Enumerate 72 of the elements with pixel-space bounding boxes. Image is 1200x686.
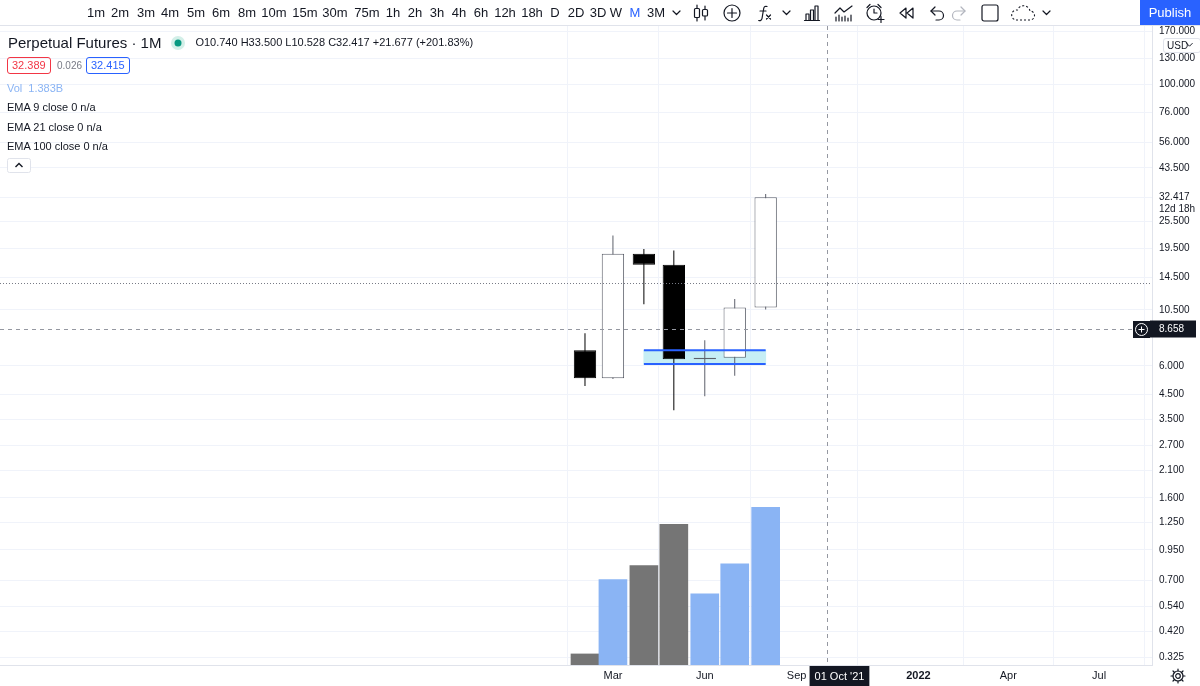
bar [570,653,600,665]
text: 1h [385,5,401,20]
annotation: 32.415 [86,57,130,74]
y-tick-label: 6.000 [1159,359,1185,371]
x-tick-label: Jun [695,668,714,681]
text: 3h [429,5,445,20]
text: USD [1163,38,1200,53]
y-tick-label: 25.500 [1159,214,1191,226]
ref-line-label: 01 Oct '21 [814,669,865,682]
text: 18h [521,5,543,20]
text: 4h [451,5,467,20]
y-tick-label: 0.540 [1159,600,1185,612]
text: M [629,5,641,20]
annotation: O10.740 H33.500 L10.528 C32.417 +21.677 (+201.83%) [195,35,474,50]
annotation: 0.026 [57,59,83,73]
text: 8m [237,5,257,20]
y-tick-label: 130.000 [1159,52,1196,64]
x-tick-label: Jul [1092,668,1107,681]
annotation: EMA 9 close 0 n/a [7,100,96,115]
text: Perpetual Futures · 1M [8,34,162,51]
x-tick-label: Apr [999,668,1018,681]
y-tick-label: 0.700 [1159,574,1185,586]
text: Publish [1140,0,1200,25]
bar [629,565,659,665]
bar [751,507,780,665]
annotation: 32.389 [7,57,51,74]
bar [659,524,689,665]
annotation: EMA 100 close 0 n/a [7,139,108,154]
y-tick-label: 19.500 [1159,241,1191,253]
text: 2h [407,5,423,20]
text: 2D [567,5,585,20]
text: 4m [160,5,180,20]
text: W [609,5,623,20]
y-tick-label: 56.000 [1159,136,1191,148]
text: 10m [261,5,287,20]
text: 2m [110,5,130,20]
ref-line-label: 8.658 [1159,323,1185,335]
y-tick-label: 10.500 [1159,303,1191,315]
text: D [550,5,560,20]
y-tick-label: 2.100 [1159,464,1185,476]
text: 15m [292,5,318,20]
text: 6m [211,5,231,20]
y-tick-label: 4.500 [1159,388,1185,400]
y-tick-label: 1.600 [1159,491,1185,503]
y-tick-label: 0.950 [1159,543,1185,555]
x-tick-label: Mar [603,668,623,681]
text: 1m [86,5,106,20]
text: 3m [136,5,156,20]
y-tick-label: 0.325 [1159,650,1185,662]
text: 3M [646,5,666,20]
x-tick-label: 2022 [906,668,931,681]
legend: Vol 1.383B [7,80,64,96]
y-tick-label: 0.420 [1159,625,1185,637]
annotation: EMA 21 close 0 n/a [7,120,102,135]
y-tick-label: 170.000 [1159,25,1196,37]
y-tick-label: 100.000 [1159,78,1196,90]
y-tick-label: 3.500 [1159,413,1185,425]
text: 30m [322,5,348,20]
y-tick-label: 32.417 [1159,190,1191,202]
text: 12h [494,5,516,20]
y-tick-label: 2.700 [1159,439,1185,451]
text: 75m [354,5,380,20]
y-tick-label: 43.500 [1159,161,1191,173]
x-tick-label: Sep [786,668,807,681]
text: 5m [186,5,206,20]
text: 3D [589,5,607,20]
text: 12d 18h [1159,203,1196,215]
bar [598,579,628,665]
y-tick-label: 1.250 [1159,516,1185,528]
text: 6h [473,5,489,20]
y-tick-label: 76.000 [1159,105,1191,117]
y-tick-label: 14.500 [1159,271,1191,283]
